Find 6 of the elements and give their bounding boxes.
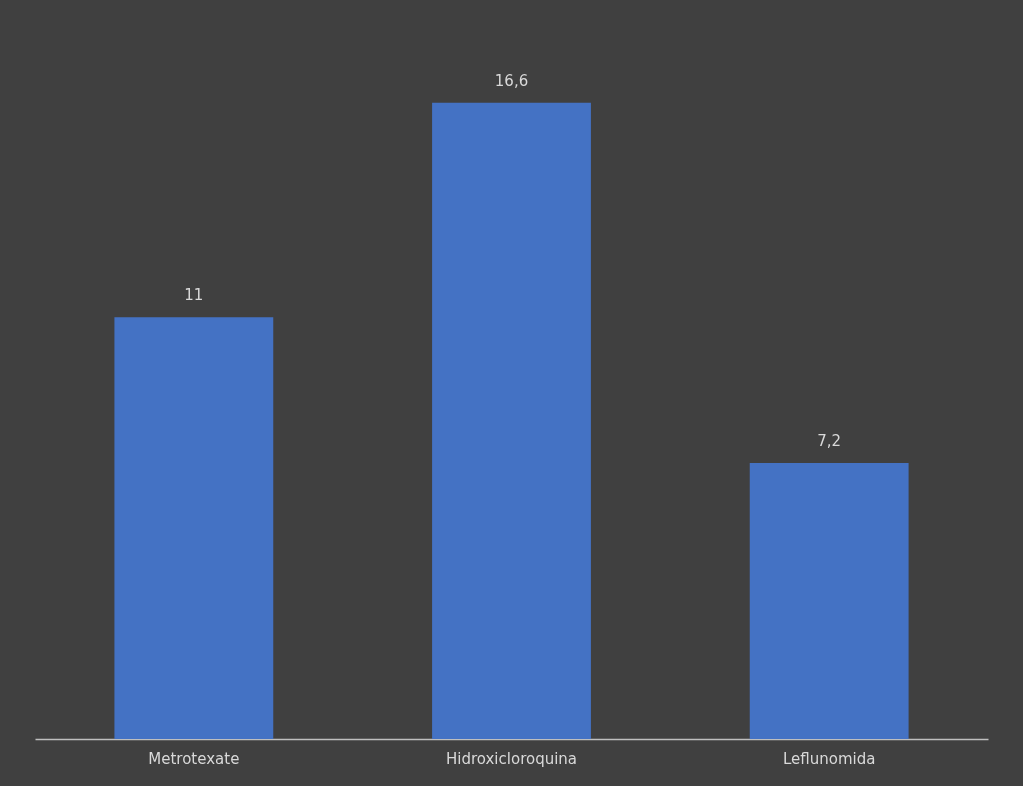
x-tick-label: Leflunomida (782, 749, 876, 768)
x-tick-label: Hidroxicloroquina (445, 749, 578, 768)
x-tick-label: Metrotexate (148, 749, 240, 768)
data-label: 7,2 (817, 432, 842, 451)
data-label: 11 (184, 286, 204, 305)
data-label: 16,6 (494, 71, 529, 90)
